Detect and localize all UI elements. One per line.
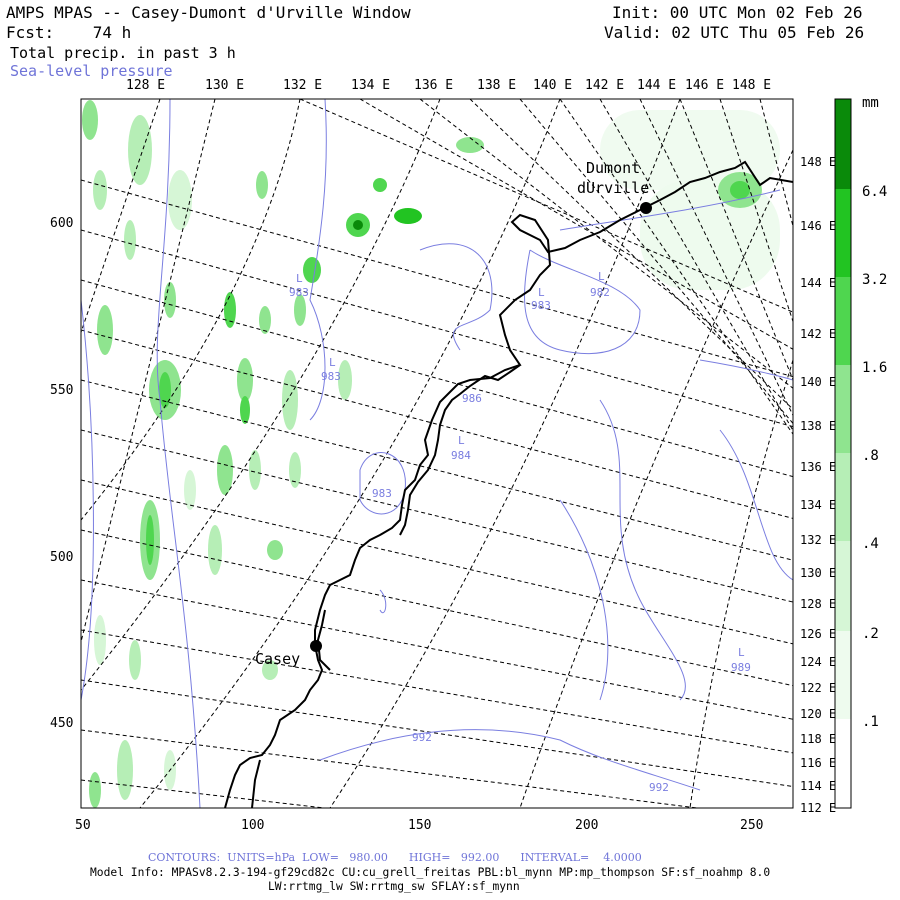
right-longitude-labels: 148 E 146 E 144 E 142 E 140 E 138 E 136 … bbox=[800, 155, 836, 815]
colorbar-unit: mm bbox=[862, 95, 879, 111]
slp-value: 984 bbox=[451, 449, 471, 462]
contour-info: CONTOURS: UNITS=hPa LOW= 980.00 HIGH= 99… bbox=[148, 851, 642, 864]
valid-time: Valid: 02 UTC Thu 05 Feb 26 bbox=[604, 23, 865, 42]
colorbar-swatch bbox=[835, 277, 851, 365]
lon-label: 122 E bbox=[800, 681, 836, 695]
lon-label: 138 E bbox=[800, 419, 836, 433]
slp-contours bbox=[81, 99, 793, 808]
station-label-dumont: Dumont bbox=[586, 159, 640, 177]
colorbar-swatch bbox=[835, 631, 851, 719]
slp-low-marker: L bbox=[329, 356, 336, 369]
forecast-hour: Fcst: 74 h bbox=[6, 23, 132, 42]
slp-value: 983 bbox=[531, 299, 551, 312]
lon-label: 120 E bbox=[800, 707, 836, 721]
lon-label: 138 E bbox=[477, 78, 516, 93]
lon-label: 144 E bbox=[800, 276, 836, 290]
x-tick-label: 50 bbox=[75, 818, 91, 833]
y-tick-label: 600 bbox=[50, 216, 73, 231]
slp-value: 983 bbox=[372, 487, 392, 500]
colorbar-label: .2 bbox=[862, 626, 879, 642]
slp-labels: L 983 L 983 L 982 L 983 986 L 984 983 L … bbox=[289, 270, 751, 794]
lon-label: 114 E bbox=[800, 779, 836, 793]
lon-label: 146 E bbox=[685, 78, 724, 93]
lon-label: 140 E bbox=[533, 78, 572, 93]
slp-value: 992 bbox=[412, 731, 432, 744]
lon-label: 128 E bbox=[126, 78, 165, 93]
lon-label: 130 E bbox=[800, 566, 836, 580]
lon-label: 126 E bbox=[800, 627, 836, 641]
lon-label: 140 E bbox=[800, 375, 836, 389]
colorbar-label: .1 bbox=[862, 714, 879, 730]
lon-label: 118 E bbox=[800, 732, 836, 746]
lon-label: 144 E bbox=[637, 78, 676, 93]
colorbar-label: 3.2 bbox=[862, 272, 887, 288]
slp-value: 983 bbox=[321, 370, 341, 383]
map-title: AMPS MPAS -- Casey-Dumont d'Urville Wind… bbox=[6, 3, 411, 22]
model-info-2: LW:rrtmg_lw SW:rrtmg_sw SFLAY:sf_mynn bbox=[268, 880, 520, 893]
x-tick-label: 100 bbox=[241, 818, 264, 833]
coastline bbox=[224, 160, 793, 808]
y-tick-label: 550 bbox=[50, 383, 73, 398]
y-tick-label: 450 bbox=[50, 716, 73, 731]
lon-label: 134 E bbox=[351, 78, 390, 93]
lon-label: 142 E bbox=[800, 327, 836, 341]
lon-label: 132 E bbox=[800, 533, 836, 547]
colorbar-label: .4 bbox=[862, 536, 879, 552]
slp-value: 982 bbox=[590, 286, 610, 299]
station-label-casey: Casey bbox=[255, 650, 300, 668]
y-axis-ticks: 600 550 500 450 bbox=[50, 216, 73, 731]
station-label-durville: dUrville bbox=[577, 179, 649, 197]
colorbar-swatch bbox=[835, 99, 851, 189]
lon-label: 132 E bbox=[283, 78, 322, 93]
dumont-durville-station-marker bbox=[640, 202, 652, 214]
lon-label: 130 E bbox=[205, 78, 244, 93]
lon-label: 142 E bbox=[585, 78, 624, 93]
colorbar-swatch bbox=[835, 189, 851, 277]
x-axis-ticks: 50 100 150 200 250 bbox=[75, 818, 763, 833]
model-info: Model Info: MPASv8.2.3-194-gf29cd82c CU:… bbox=[90, 866, 771, 879]
colorbar-swatch bbox=[835, 541, 851, 631]
field-name: Total precip. in past 3 h bbox=[10, 44, 236, 62]
slp-low-marker: L bbox=[538, 286, 545, 299]
slp-low-marker: L bbox=[598, 270, 605, 283]
lon-label: 146 E bbox=[800, 219, 836, 233]
lon-label: 116 E bbox=[800, 756, 836, 770]
casey-station-marker bbox=[310, 640, 322, 652]
colorbar-label: 6.4 bbox=[862, 184, 887, 200]
lon-label: 112 E bbox=[800, 801, 836, 815]
slp-low-marker: L bbox=[738, 646, 745, 659]
precipitation-field bbox=[82, 100, 780, 808]
slp-value: 992 bbox=[649, 781, 669, 794]
colorbar-swatch bbox=[835, 453, 851, 541]
slp-value: 986 bbox=[462, 392, 482, 405]
lat-lon-grid bbox=[81, 99, 793, 808]
slp-value: 983 bbox=[289, 286, 309, 299]
lon-label: 124 E bbox=[800, 655, 836, 669]
colorbar-label: 1.6 bbox=[862, 360, 887, 376]
lon-label: 134 E bbox=[800, 498, 836, 512]
y-tick-label: 500 bbox=[50, 550, 73, 565]
slp-low-marker: L bbox=[296, 272, 303, 285]
x-tick-label: 250 bbox=[740, 818, 763, 833]
plot-frame bbox=[80, 98, 794, 809]
colorbar-swatch bbox=[835, 365, 851, 453]
overlay-name: Sea-level pressure bbox=[10, 62, 173, 80]
top-longitude-labels: 128 E 130 E 132 E 134 E 136 E 138 E 140 … bbox=[126, 78, 771, 93]
slp-value: 989 bbox=[731, 661, 751, 674]
precip-colorbar: mm 6.4 3.2 1.6 .8 .4 .2 .1 bbox=[834, 95, 887, 809]
lon-label: 148 E bbox=[800, 155, 836, 169]
lon-label: 136 E bbox=[414, 78, 453, 93]
lon-label: 128 E bbox=[800, 597, 836, 611]
init-time: Init: 00 UTC Mon 02 Feb 26 bbox=[612, 3, 863, 22]
slp-low-marker: L bbox=[458, 434, 465, 447]
x-tick-label: 150 bbox=[408, 818, 431, 833]
lon-label: 136 E bbox=[800, 460, 836, 474]
lon-label: 148 E bbox=[732, 78, 771, 93]
x-tick-label: 200 bbox=[575, 818, 598, 833]
colorbar-swatch bbox=[835, 719, 851, 808]
colorbar-label: .8 bbox=[862, 448, 879, 464]
